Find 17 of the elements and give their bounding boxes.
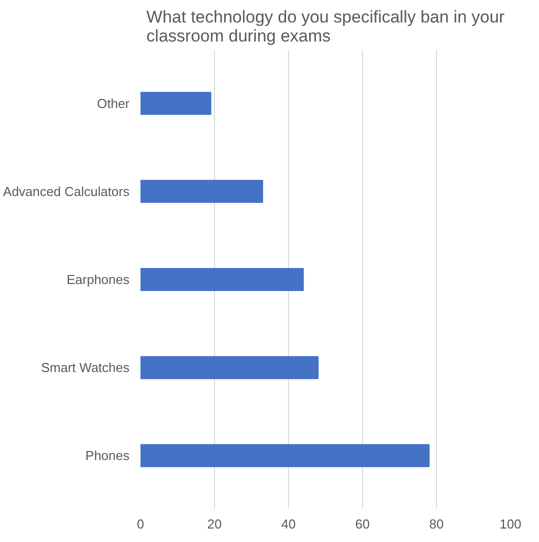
- x-tick-label: 20: [207, 516, 222, 532]
- bar: [140, 268, 304, 292]
- y-tick-label: Other: [96, 96, 130, 111]
- x-tick-label: 100: [500, 516, 522, 532]
- x-tick-label: 80: [429, 516, 444, 532]
- y-tick-label: Phones: [85, 448, 130, 464]
- bar: [140, 444, 430, 468]
- bar: [140, 356, 319, 380]
- x-tick-label: 60: [355, 516, 370, 532]
- y-tick-label: Smart Watches: [41, 360, 130, 376]
- bar: [140, 180, 264, 203]
- bar: [140, 92, 212, 115]
- x-tick-label: 40: [281, 516, 296, 532]
- x-tick-label: 0: [136, 516, 144, 532]
- y-tick-label: Advanced Calculators: [3, 184, 130, 199]
- chart-title: What technology do you specifically ban in your classroom during exams: [146, 8, 505, 46]
- y-tick-label: Earphones: [66, 272, 130, 287]
